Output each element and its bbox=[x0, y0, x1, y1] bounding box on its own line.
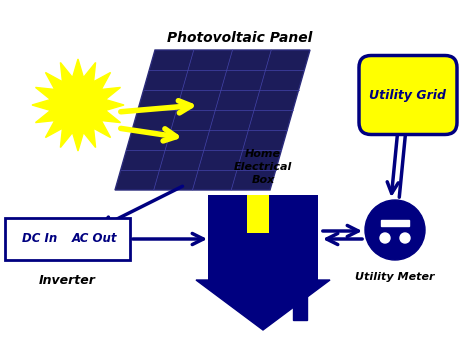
Text: AC Out: AC Out bbox=[72, 233, 118, 245]
FancyBboxPatch shape bbox=[247, 195, 269, 233]
Text: Utility Meter: Utility Meter bbox=[355, 272, 435, 282]
Circle shape bbox=[365, 200, 425, 260]
Text: DC In: DC In bbox=[22, 233, 58, 245]
FancyBboxPatch shape bbox=[359, 55, 457, 134]
Polygon shape bbox=[32, 59, 124, 151]
Circle shape bbox=[400, 233, 410, 243]
FancyBboxPatch shape bbox=[208, 195, 318, 280]
Text: Home
Electrical
Box: Home Electrical Box bbox=[234, 149, 292, 185]
Text: Inverter: Inverter bbox=[38, 274, 95, 287]
Text: Utility Grid: Utility Grid bbox=[370, 89, 447, 102]
FancyBboxPatch shape bbox=[381, 220, 409, 226]
FancyBboxPatch shape bbox=[5, 218, 130, 260]
Polygon shape bbox=[115, 50, 310, 190]
Polygon shape bbox=[293, 295, 307, 320]
Polygon shape bbox=[196, 280, 330, 330]
Text: Photovoltaic Panel: Photovoltaic Panel bbox=[167, 31, 313, 45]
Circle shape bbox=[380, 233, 390, 243]
